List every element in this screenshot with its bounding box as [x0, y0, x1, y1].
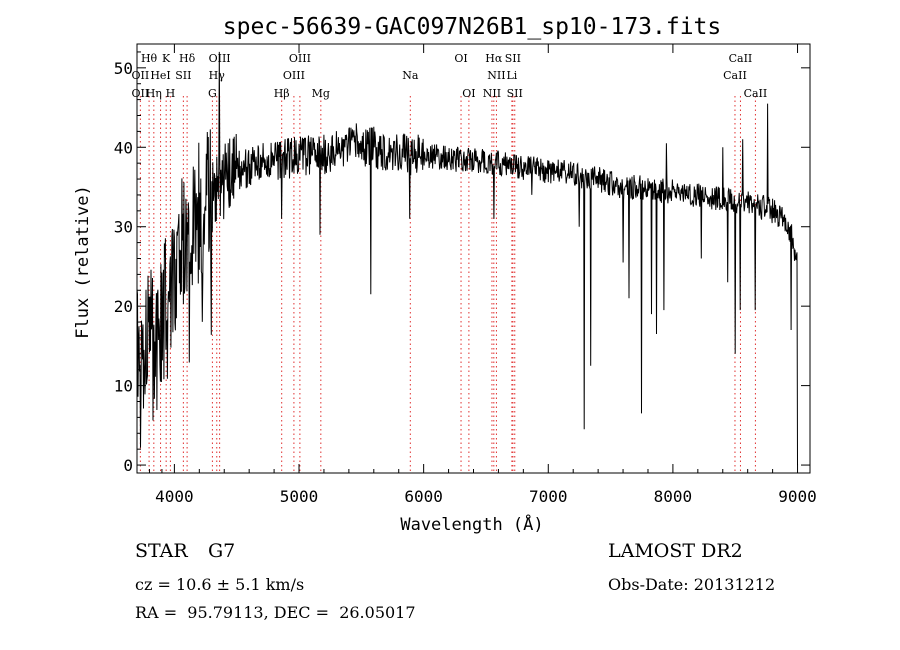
- spectrum-chart: spec-56639-GAC097N26B1_sp10-173.fits Hθ O…: [73, 14, 817, 535]
- y-tick-label: 0: [123, 456, 133, 475]
- line-label: Hδ: [179, 52, 196, 65]
- line-label: Li: [506, 69, 517, 82]
- object-subclass: G7: [208, 540, 236, 562]
- line-label: Hγ: [209, 69, 226, 82]
- line-label: OI: [462, 87, 475, 100]
- line-label: CaII: [744, 87, 768, 100]
- x-tick-label: 9000: [778, 487, 817, 506]
- x-tick-label: 8000: [654, 487, 693, 506]
- x-tick-label: 6000: [404, 487, 443, 506]
- y-tick-label: 30: [114, 218, 133, 237]
- redshift-readout: cz = 10.6 ± 5.1 km/s: [135, 575, 305, 594]
- x-axis-ticks: 4000 5000 6000 7000 8000 9000: [148, 44, 817, 506]
- line-label: NII: [487, 69, 505, 82]
- plot-frame: [136, 43, 811, 474]
- x-tick-label: 4000: [155, 487, 194, 506]
- spectrum-trace: [136, 51, 798, 466]
- line-label: OIII: [289, 52, 311, 65]
- y-axis-label: Flux (relative): [73, 185, 93, 339]
- line-label: Na: [402, 69, 419, 82]
- line-label: OIII: [283, 69, 305, 82]
- line-label: SII: [505, 52, 521, 65]
- obs-date: Obs-Date: 20131212: [608, 575, 776, 594]
- ra-dec-readout: RA = 95.79113, DEC = 26.05017: [135, 603, 416, 622]
- line-label: CaII: [723, 69, 747, 82]
- line-label: H: [166, 87, 176, 100]
- line-label: HeI: [150, 69, 170, 82]
- line-label: K: [162, 52, 171, 65]
- line-label: Hβ: [274, 87, 290, 100]
- survey-name: LAMOST DR2: [608, 540, 743, 562]
- x-tick-label: 7000: [529, 487, 568, 506]
- y-tick-label: 20: [114, 297, 133, 316]
- line-label: OII: [132, 69, 150, 82]
- line-label: NII: [483, 87, 501, 100]
- line-label: SII: [507, 87, 523, 100]
- line-label: Hθ: [141, 52, 158, 65]
- line-label: Hα: [485, 52, 503, 65]
- x-tick-label: 5000: [280, 487, 319, 506]
- line-label: Mg: [312, 87, 330, 100]
- line-label: CaII: [729, 52, 753, 65]
- y-tick-label: 50: [114, 59, 133, 78]
- line-label: G: [208, 87, 217, 100]
- y-tick-label: 40: [114, 138, 133, 157]
- line-label: OII: [132, 87, 150, 100]
- y-axis-ticks: 0 10 20 30 40 50: [114, 51, 810, 475]
- line-label: OI: [454, 52, 467, 65]
- y-tick-label: 10: [114, 377, 133, 396]
- line-label: SII: [175, 69, 191, 82]
- object-class: STAR: [135, 540, 188, 562]
- line-label: Hη: [146, 87, 162, 100]
- x-axis-label: Wavelength (Å): [400, 513, 543, 535]
- chart-title: spec-56639-GAC097N26B1_sp10-173.fits: [223, 14, 722, 40]
